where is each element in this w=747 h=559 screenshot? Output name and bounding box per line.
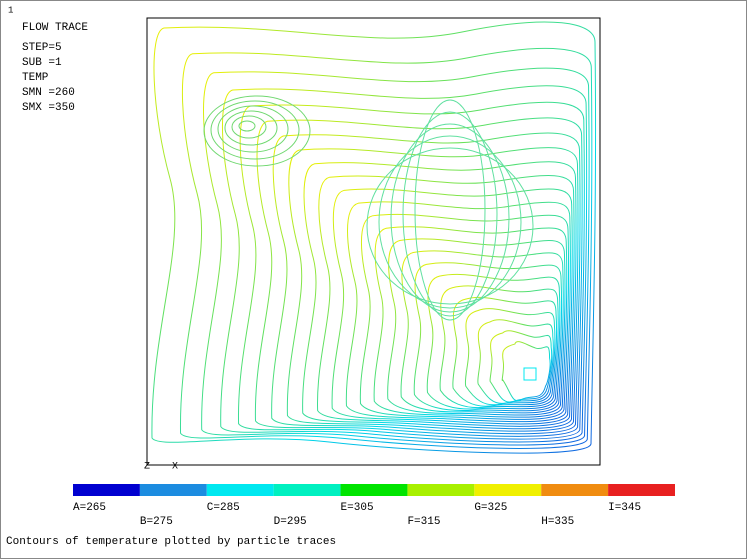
streamline bbox=[413, 262, 563, 412]
vortex-line bbox=[402, 111, 498, 317]
legend-swatch bbox=[73, 484, 140, 496]
streamline bbox=[464, 308, 556, 406]
info-line: STEP=5 bbox=[22, 42, 62, 54]
plot-title: FLOW TRACE bbox=[22, 22, 88, 34]
vortex-line bbox=[224, 110, 278, 146]
info-line: TEMP bbox=[22, 72, 49, 84]
vortex-line bbox=[210, 100, 300, 160]
legend-label: H=335 bbox=[541, 516, 574, 528]
vortex-core bbox=[523, 367, 537, 381]
vortex-line bbox=[231, 115, 267, 139]
legend-label: F=315 bbox=[407, 516, 440, 528]
streamline bbox=[373, 226, 568, 418]
streamline bbox=[302, 161, 577, 430]
streamline bbox=[317, 175, 575, 427]
streamline bbox=[400, 250, 564, 414]
streamline bbox=[201, 67, 590, 446]
legend-label: B=275 bbox=[140, 516, 173, 528]
info-line: SMX =350 bbox=[22, 102, 75, 114]
info-line: SMN =260 bbox=[22, 87, 75, 99]
vortex-line bbox=[366, 147, 534, 305]
streamline bbox=[387, 238, 566, 416]
streamline bbox=[331, 188, 573, 425]
domain-box bbox=[146, 17, 601, 466]
streamline bbox=[439, 285, 559, 409]
streamline bbox=[254, 117, 583, 437]
legend-swatch bbox=[407, 484, 475, 496]
caption: Contours of temperature plotted by parti… bbox=[6, 536, 336, 548]
streamline bbox=[359, 213, 570, 420]
legend-swatch bbox=[273, 484, 341, 496]
vortex-line bbox=[390, 123, 510, 313]
vortex-line bbox=[217, 105, 289, 153]
streamline bbox=[286, 147, 579, 432]
legend-swatch bbox=[139, 484, 207, 496]
triad-label: X bbox=[172, 462, 178, 473]
legend-label: G=325 bbox=[474, 502, 507, 514]
legend-label: I=345 bbox=[608, 502, 641, 514]
legend-label: C=285 bbox=[207, 502, 240, 514]
legend-label: A=265 bbox=[73, 502, 106, 514]
legend-swatch bbox=[608, 484, 675, 496]
info-block: STEP=5 SUB =1 TEMP SMN =260 SMX =350 bbox=[22, 42, 75, 114]
streamline bbox=[238, 101, 585, 440]
legend-swatch bbox=[474, 484, 542, 496]
triad-label: Z bbox=[144, 462, 150, 473]
window-marker: 1 bbox=[8, 5, 13, 15]
vortex-line bbox=[203, 95, 311, 167]
vortex-line bbox=[238, 120, 256, 132]
streamline bbox=[220, 85, 588, 443]
streamline bbox=[271, 132, 581, 435]
info-line: SUB =1 bbox=[22, 57, 62, 69]
color-legend: A=265 B=275 C=285 D=295 E=305 F=315 G=325 H=335… bbox=[73, 484, 675, 528]
legend-swatch bbox=[340, 484, 408, 496]
streamline bbox=[426, 273, 561, 410]
streamline bbox=[489, 330, 553, 403]
legend-swatch bbox=[206, 484, 274, 496]
streamline bbox=[452, 296, 558, 407]
legend-label: D=295 bbox=[274, 516, 307, 528]
streamline bbox=[477, 319, 554, 404]
legend-swatch bbox=[541, 484, 609, 496]
streamlines bbox=[151, 21, 597, 454]
vortex-line bbox=[378, 135, 522, 309]
legend-label: E=305 bbox=[341, 502, 374, 514]
streamline bbox=[180, 47, 593, 449]
vortex-line bbox=[414, 99, 486, 321]
streamline bbox=[345, 201, 571, 423]
streamline bbox=[501, 341, 551, 402]
streamline bbox=[151, 21, 597, 454]
